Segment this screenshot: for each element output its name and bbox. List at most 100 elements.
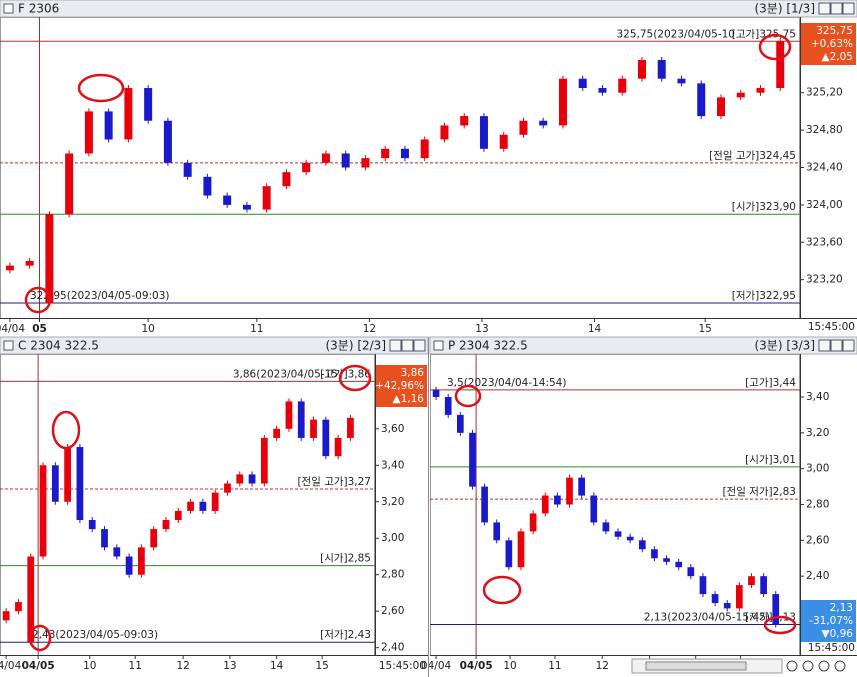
- candle: [699, 576, 707, 595]
- candle: [420, 139, 429, 159]
- candle: [2, 611, 10, 621]
- candle: [260, 437, 268, 484]
- reference-label: [전일 고가]324,45: [709, 149, 796, 162]
- candle: [163, 120, 172, 163]
- candle: [736, 92, 745, 98]
- y-tick-label: 3,20: [381, 496, 404, 508]
- x-tick-label: 04/05: [22, 660, 55, 672]
- candle: [469, 432, 476, 487]
- candle: [39, 465, 47, 557]
- candle: [736, 585, 743, 609]
- window-button: [842, 339, 855, 352]
- candle: [84, 111, 93, 154]
- candle: [519, 120, 528, 135]
- y-tick-label: 2,80: [806, 499, 829, 511]
- zoom-button[interactable]: [802, 660, 814, 672]
- reference-note: 2,13(2023/04/05-15:45): [644, 612, 770, 624]
- reference-note: 322,95(2023/04/05-09:03): [30, 290, 170, 302]
- price-box-change-pct: -31,07%: [809, 615, 853, 627]
- highlight-ring: [77, 73, 125, 103]
- candle: [687, 567, 695, 577]
- candle: [138, 547, 145, 575]
- highlight-ring: [482, 575, 522, 605]
- candle: [321, 153, 330, 163]
- candle: [614, 531, 622, 537]
- window-button: [413, 339, 426, 352]
- candle: [211, 492, 219, 511]
- y-tick-label: 2,80: [381, 569, 404, 581]
- price-box: [801, 23, 856, 65]
- y-tick-label: 323,20: [806, 274, 843, 286]
- header-checkbox: [3, 340, 14, 351]
- candle: [558, 78, 567, 126]
- price-box: [801, 600, 856, 642]
- candle: [716, 97, 725, 117]
- candle: [618, 78, 627, 93]
- candle: [302, 162, 311, 173]
- zoom-button[interactable]: [834, 660, 846, 672]
- candle: [637, 60, 646, 79]
- candle: [65, 153, 74, 215]
- y-tick-label: 2,60: [806, 534, 829, 546]
- candle: [598, 88, 607, 93]
- y-tick-label: 324,00: [806, 199, 843, 211]
- candle: [638, 540, 646, 550]
- candle: [493, 522, 501, 541]
- price-box: [376, 365, 427, 407]
- window-button: [818, 339, 831, 352]
- candle: [51, 465, 59, 502]
- candle: [27, 556, 35, 643]
- panel-title: P 2304 322.5: [448, 339, 528, 353]
- panel-title: C 2304 322.5: [18, 339, 99, 353]
- candle: [554, 495, 561, 505]
- window-button: [830, 339, 843, 352]
- zoom-button[interactable]: [818, 660, 830, 672]
- candle: [322, 419, 330, 457]
- y-tick-label: 3,40: [806, 391, 829, 403]
- price-box-price: 3,86: [401, 367, 425, 379]
- x-tick-label: 11: [129, 660, 142, 672]
- y-tick-label: 2,40: [806, 570, 829, 582]
- candle: [578, 78, 587, 89]
- panel-period: (3분) [1/3]: [754, 2, 815, 16]
- candle: [675, 561, 683, 568]
- candle: [517, 531, 525, 568]
- candle: [651, 549, 658, 559]
- x-tick-label: 04/05: [460, 660, 493, 672]
- candle: [663, 558, 670, 562]
- candle: [334, 437, 342, 457]
- candle: [282, 172, 291, 187]
- scroll-thumb[interactable]: [645, 661, 747, 671]
- highlight-ring: [454, 384, 482, 408]
- y-tick-label: 3,60: [381, 423, 404, 435]
- reference-label: [전일 고가]3,27: [297, 475, 371, 488]
- x-tick-label: 11: [250, 323, 263, 335]
- header-checkbox: [433, 340, 444, 351]
- candle: [104, 111, 113, 140]
- candle: [236, 474, 244, 484]
- reference-label: [고가]325,75: [732, 28, 796, 40]
- highlight-ring: [51, 410, 81, 450]
- candle: [499, 134, 508, 149]
- highlight-ring: [338, 364, 372, 392]
- highlight-ring: [28, 624, 52, 652]
- candle: [25, 260, 34, 266]
- reference-label: [시가]2,85: [320, 553, 371, 565]
- reference-note: 325,75(2023/04/05-10: [616, 28, 735, 40]
- candle: [242, 204, 251, 210]
- candle: [341, 153, 350, 168]
- reference-note: 3,5(2023/04/04-14:54): [447, 377, 566, 389]
- candle: [285, 401, 293, 429]
- candle: [505, 540, 513, 568]
- candle: [723, 603, 731, 609]
- x-tick-label: 05: [32, 323, 47, 335]
- x-tick-label: 10: [503, 660, 516, 672]
- plot-frame: [0, 17, 800, 319]
- candle: [262, 186, 271, 210]
- window-button: [842, 2, 855, 15]
- candle: [444, 397, 452, 415]
- zoom-button[interactable]: [786, 660, 798, 672]
- reference-label: [저가]2,43: [320, 629, 371, 641]
- x-tick-label: 13: [223, 660, 236, 672]
- candle: [162, 520, 170, 530]
